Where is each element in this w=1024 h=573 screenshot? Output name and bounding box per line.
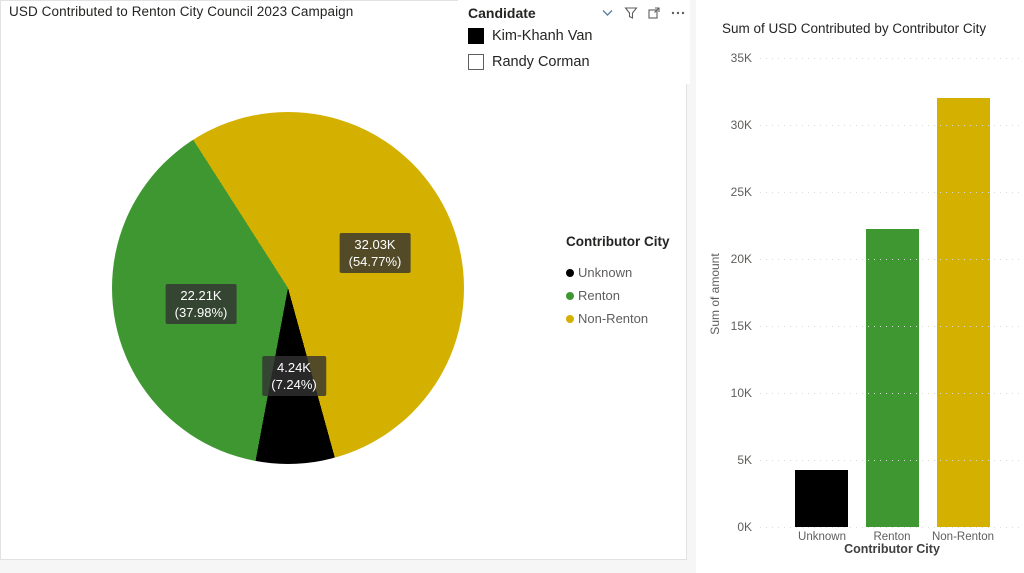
x-tick-label-renton: Renton [873, 531, 911, 543]
gridline [760, 259, 1024, 260]
slicer-item-kim-khanh-van[interactable]: Kim-Khanh Van [468, 28, 592, 44]
y-tick-label: 0K [737, 520, 752, 534]
y-tick-label: 30K [730, 118, 752, 132]
legend-item-non-renton[interactable]: Non-Renton [566, 307, 670, 330]
pie-data-label-value: 32.03K [354, 237, 396, 252]
gridline [760, 527, 1024, 528]
chevron-down-icon[interactable] [600, 5, 615, 20]
pie-data-label-value: 4.24K [277, 360, 311, 375]
pie-data-label-pct: (54.77%) [348, 254, 402, 269]
gridline [760, 58, 1024, 59]
pie-chart-visual: USD Contributed to Renton City Council 2… [0, 0, 687, 560]
gridline [760, 460, 1024, 461]
legend-label: Non-Renton [578, 311, 649, 326]
more-options-icon[interactable] [670, 6, 686, 20]
pie-data-label-value: 22.21K [180, 288, 222, 303]
legend-dot-unknown-icon [566, 268, 574, 277]
slicer-title: Candidate [468, 5, 536, 21]
legend-dot-non-renton-icon [566, 314, 574, 323]
pie-visual-title: USD Contributed to Renton City Council 2… [9, 4, 354, 19]
gridline [760, 326, 1024, 327]
legend-item-renton[interactable]: Renton [566, 284, 670, 307]
y-tick-label: 5K [737, 453, 752, 467]
gridline [760, 125, 1024, 126]
legend-item-unknown[interactable]: Unknown [566, 261, 670, 284]
bar-unknown[interactable] [795, 470, 848, 527]
x-tick-label-unknown: Unknown [798, 531, 846, 543]
filter-icon[interactable] [624, 6, 638, 20]
pie-data-label-renton: 22.21K (37.98%) [165, 284, 237, 324]
pie-legend: Contributor City Unknown Renton Non-Rent… [566, 234, 670, 330]
x-axis-title: Contributor City [844, 542, 940, 556]
legend-title: Contributor City [566, 234, 670, 249]
slicer-item-label: Kim-Khanh Van [492, 28, 593, 44]
pie-data-label-unknown: 4.24K (7.24%) [262, 356, 326, 396]
focus-mode-icon[interactable] [647, 6, 661, 20]
gridline [760, 393, 1024, 394]
checkbox-kim-khanh-van[interactable] [468, 28, 484, 44]
legend-label: Unknown [578, 265, 633, 280]
legend-dot-renton-icon [566, 291, 574, 300]
y-tick-label: 20K [730, 252, 752, 266]
pie-data-label-pct: (7.24%) [271, 377, 317, 392]
bar-visual-title: Sum of USD Contributed by Contributor Ci… [722, 21, 987, 36]
legend-label: Renton [578, 288, 620, 303]
x-tick-label-non-renton: Non-Renton [931, 531, 994, 543]
candidate-slicer: Candidate Kim-Khanh Van Randy Corman [458, 0, 690, 84]
pie-data-label-non-renton: 32.03K (54.77%) [339, 233, 411, 273]
y-tick-label: 35K [730, 51, 752, 65]
checkbox-randy-corman[interactable] [468, 54, 484, 70]
bar-renton[interactable] [866, 229, 919, 527]
slicer-item-label: Randy Corman [492, 54, 590, 70]
bar-chart-plot-area: Unknown Renton Non-Renton 0K 5K 10K 15K 20K 2… [731, 51, 1024, 543]
y-tick-label: 10K [730, 386, 752, 400]
gridline [760, 192, 1024, 193]
y-tick-label: 25K [730, 185, 752, 199]
y-tick-label: 15K [730, 319, 752, 333]
pie-data-label-pct: (37.98%) [174, 305, 228, 320]
bar-chart-visual: Sum of USD Contributed by Contributor Ci… [696, 0, 1024, 573]
bar-non-renton[interactable] [937, 98, 990, 527]
slicer-item-randy-corman[interactable]: Randy Corman [468, 54, 590, 70]
